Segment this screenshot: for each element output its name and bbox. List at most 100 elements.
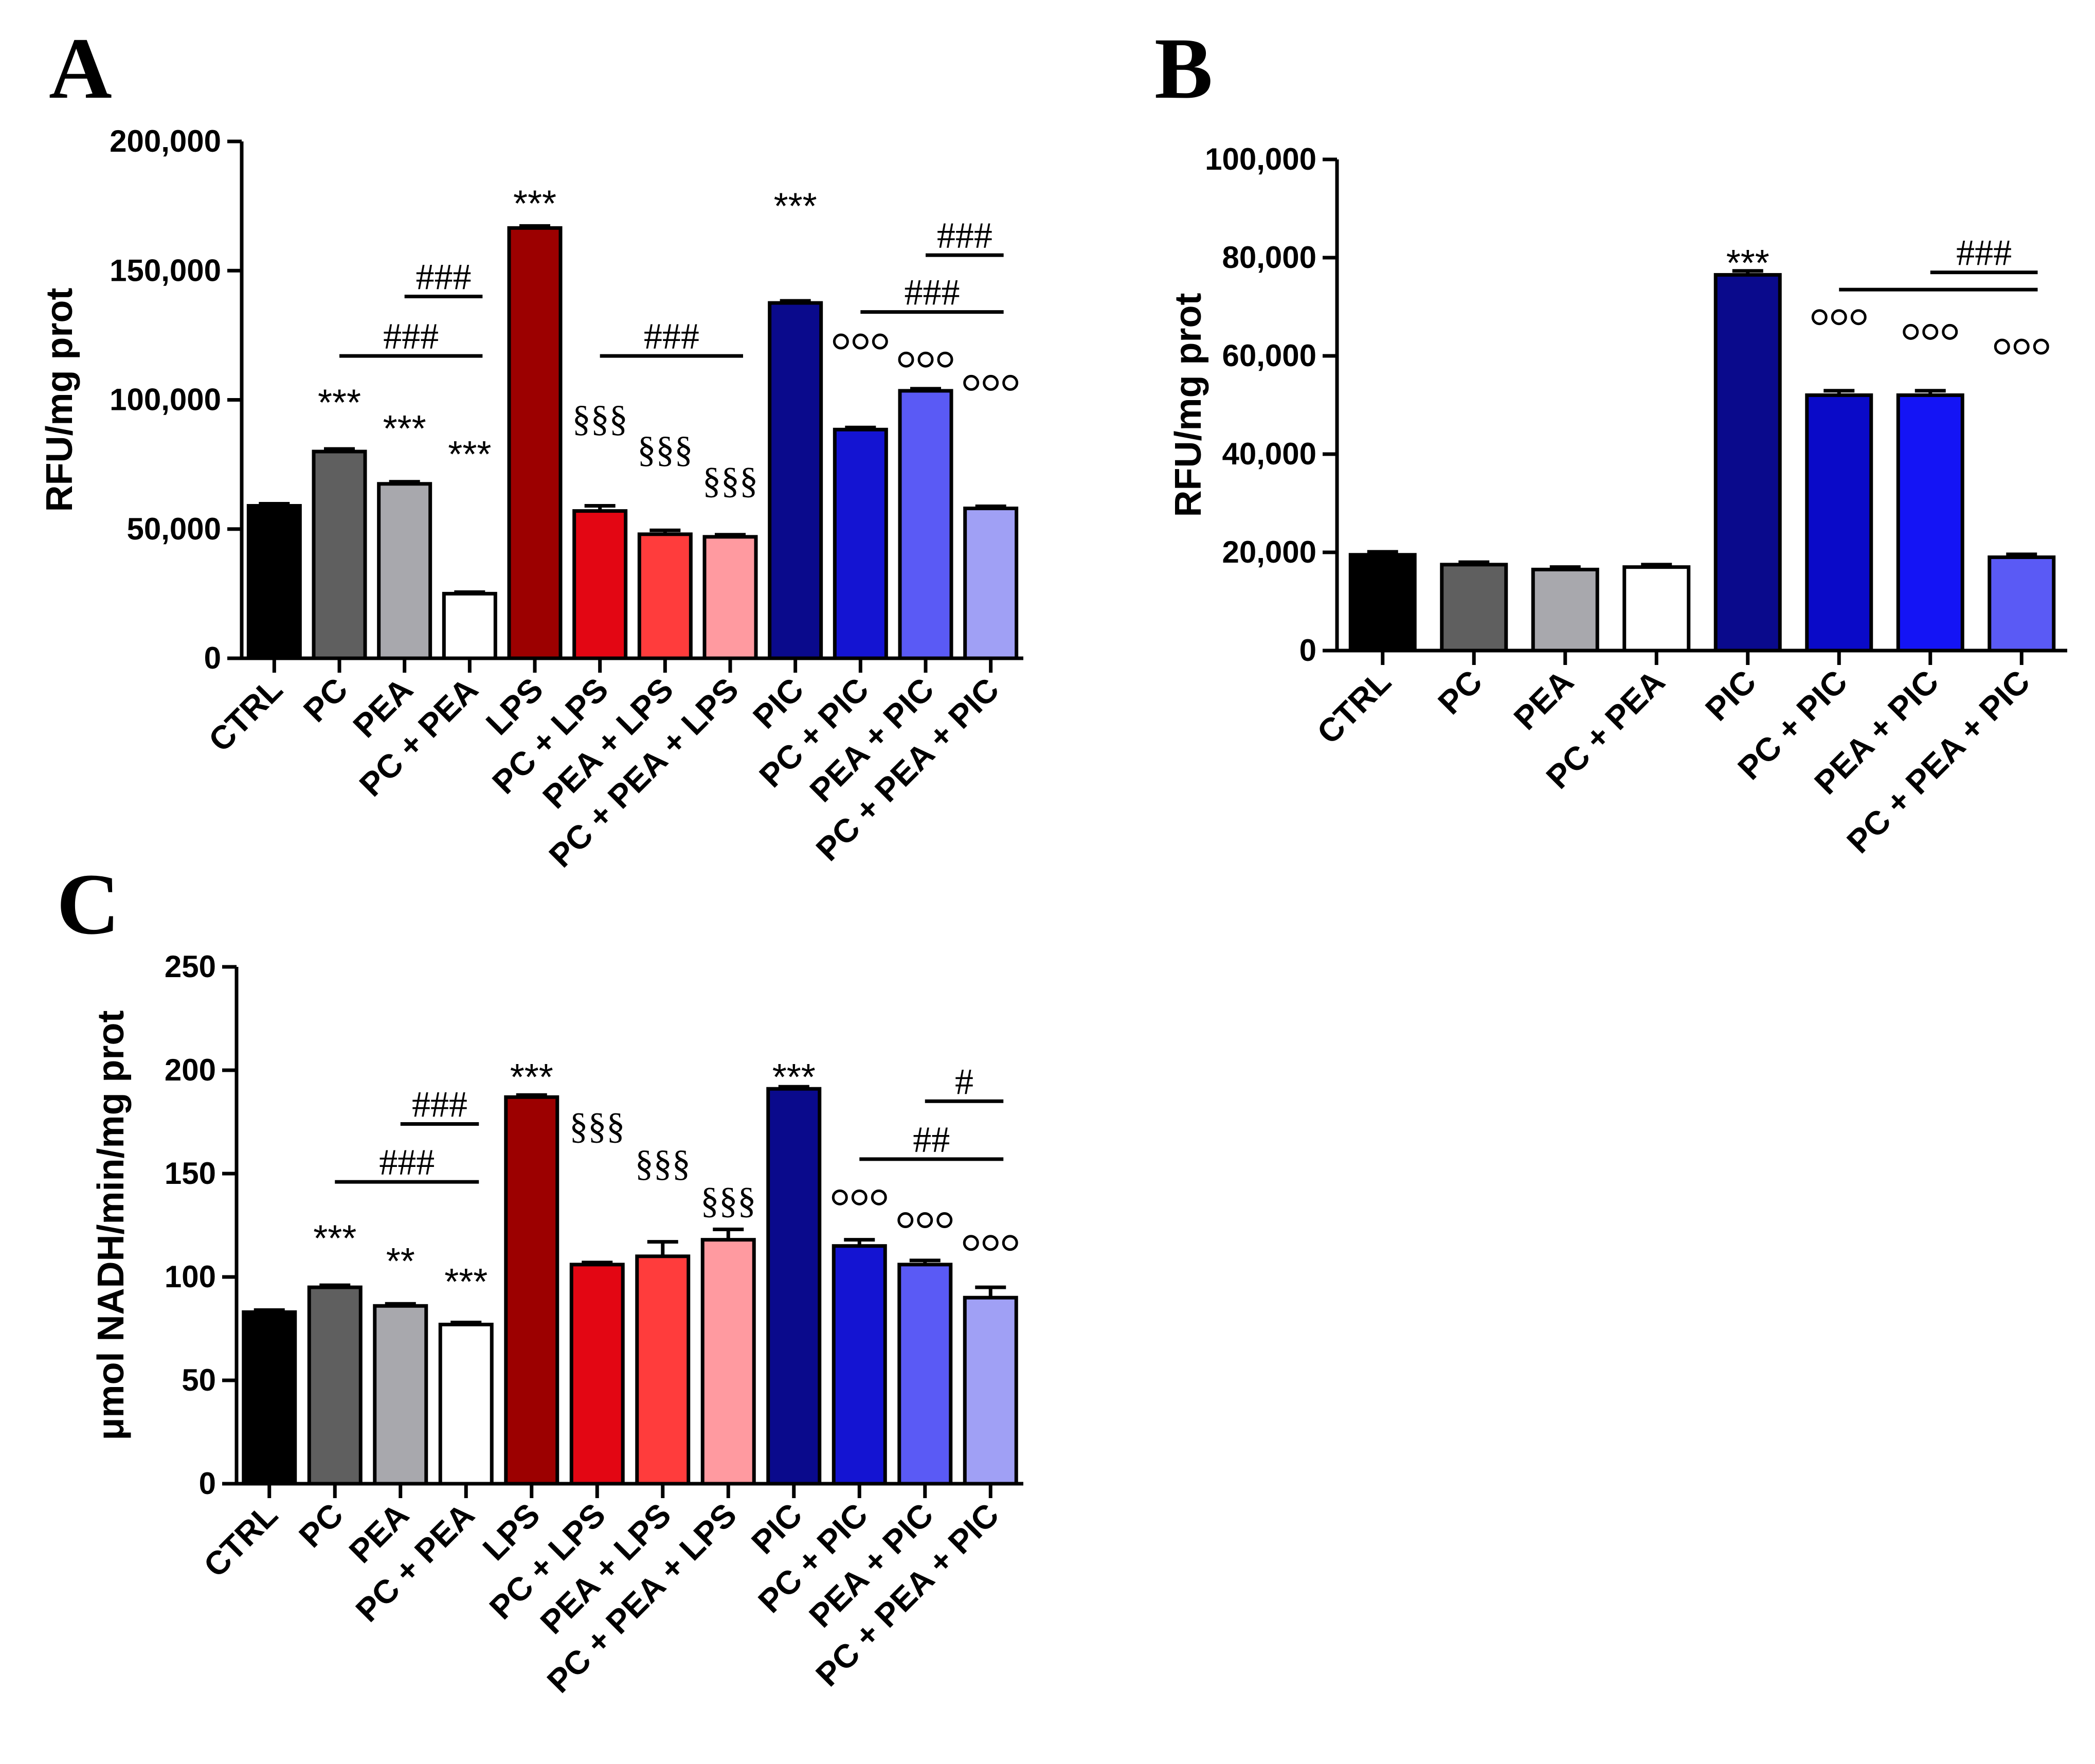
panel-a-bar-pc-pea-pic [963, 507, 1019, 660]
panel-b-significance-circles-label: ooo [1930, 340, 1931, 341]
panel-c-error-bar-10 [909, 1258, 941, 1265]
panel-c-bar-lps [504, 1095, 559, 1486]
panel-c-bar-pea [373, 1304, 428, 1486]
panel-a-y-tick-label: 150,000 [110, 253, 221, 287]
panel-a-significance-label: *** [513, 184, 556, 225]
panel-c-bar-pc-pea-pic [963, 1295, 1018, 1486]
panel-c-significance-circles-label: ooo [859, 1206, 860, 1207]
panel-b-y-tick-label: 80,000 [1222, 240, 1316, 275]
panel-c-significance-label: *** [444, 1262, 487, 1303]
panel-b-bar-ctrl [1348, 553, 1417, 653]
panel-c-significance-label: *** [772, 1057, 816, 1098]
panel-a-y-axis-title: RFU/mg prot [39, 288, 80, 512]
panel-a-bracket-label: ### [644, 316, 699, 357]
panel-a-category-label: PC [296, 671, 355, 729]
panel-c-bar-pc-pic [832, 1244, 887, 1486]
chart-b: 0 20,000 40,000 60,000 80,000 100,000 CTRL PC PE… [1168, 142, 2067, 860]
panel-c-significance-label: *** [313, 1218, 356, 1259]
panel-c-error-bar-0 [254, 1308, 285, 1312]
panel-c-y-tick-label: 100 [165, 1259, 216, 1294]
panel-a-bar-pic [768, 301, 823, 660]
panel-a-error-bar-11 [975, 505, 1006, 509]
panel-a-error-bar-0 [259, 502, 290, 506]
panel-c-category-label: PC [292, 1496, 350, 1555]
panel-c-y-tick-label: 250 [165, 949, 216, 984]
panel-c-significance-circles: ooo [897, 1212, 953, 1229]
panel-c-error-bar-8 [778, 1085, 809, 1089]
panel-c-significance-label: §§§ [700, 1180, 756, 1221]
panel-c-y-tick-label: 200 [165, 1053, 216, 1087]
panel-c-bracket-label: ### [379, 1142, 435, 1183]
panel-b-bar-pc-pic [1805, 393, 1873, 653]
panel-c-error-bar-2 [385, 1302, 416, 1306]
panel-letter-b: B [1154, 20, 1213, 117]
panel-c-bracket-label: # [955, 1061, 973, 1102]
panel-c-error-bar-9 [844, 1238, 875, 1246]
panel-a-error-bar-6 [649, 528, 681, 534]
panel-a-bar-pc [312, 449, 367, 660]
panel-a-bar-ctrl [246, 504, 302, 660]
panel-a-category-label: CTRL [202, 671, 290, 759]
panel-a-error-bar-9 [845, 425, 876, 430]
panel-c-error-bar-6 [647, 1240, 678, 1256]
panel-b-bar-pic [1713, 273, 1782, 653]
panel-c-y-tick-label: 150 [165, 1156, 216, 1191]
panel-c-bar-pc-lps [569, 1263, 625, 1486]
panel-c-y-tick-label: 50 [182, 1363, 216, 1397]
panel-c-error-bar-3 [450, 1320, 482, 1325]
panel-a-error-bar-5 [584, 504, 616, 511]
panel-b-y-tick-label: 100,000 [1205, 142, 1316, 176]
panel-a-bar-pea-pic [898, 389, 953, 660]
panel-c-bar-pea-lps [635, 1254, 691, 1486]
panel-b-bar-pc-pea [1622, 565, 1691, 653]
panel-a-error-bar-2 [389, 480, 420, 484]
panel-a-significance-label: *** [448, 434, 491, 475]
panel-c-error-bar-5 [582, 1261, 613, 1265]
panel-b-bracket-label: ### [1956, 232, 2012, 274]
panel-b-error-bar-1 [1458, 560, 1490, 565]
panel-b-bar-pea-pic [1896, 393, 1964, 653]
panel-b-significance-circles-label: ooo [1839, 326, 1840, 327]
panel-c-bar-ctrl [242, 1310, 297, 1486]
panel-b-category-label: PEA [1507, 663, 1581, 737]
panel-a-significance-label: §§§ [702, 460, 758, 501]
panel-c-y-axis-title: μmol NADH/min/mg prot [91, 1010, 132, 1440]
panel-a-significance-label: *** [383, 408, 426, 449]
panel-a-y-tick-label: 200,000 [110, 124, 221, 158]
panel-b-error-bar-2 [1549, 565, 1581, 570]
panel-b-error-bar-6 [1915, 389, 1946, 395]
panel-a-bracket-label: ### [905, 272, 960, 313]
panel-a-significance-circles: ooo [898, 351, 953, 369]
panel-b-category-label: PIC [1698, 663, 1763, 728]
panel-c-category-label: CTRL [196, 1496, 285, 1585]
panel-a-bar-pc-lps [572, 509, 628, 660]
panel-b-error-bar-5 [1823, 389, 1855, 395]
panel-c-error-bar-7 [713, 1228, 744, 1240]
panel-b-y-tick-label: 20,000 [1222, 535, 1316, 569]
panel-c-error-bar-11 [975, 1285, 1006, 1298]
panel-c-significance-label: *** [510, 1057, 553, 1098]
panel-a-error-bar-1 [324, 447, 355, 452]
panel-b-error-bar-4 [1732, 269, 1763, 275]
panel-a-bracket-label: ### [383, 316, 439, 357]
panel-letter-a: A [49, 20, 112, 117]
panel-a-bar-pc-pea [442, 591, 497, 660]
panel-c-bracket-label: ### [412, 1084, 467, 1125]
panel-a-bar-pc-pea-lps [702, 535, 758, 660]
panel-b-error-bar-0 [1367, 550, 1398, 555]
panel-c-significance-label: §§§ [635, 1143, 691, 1184]
panel-b-category-label: PC [1431, 663, 1489, 722]
panel-b-error-bar-3 [1641, 563, 1672, 567]
panel-c-error-bar-1 [319, 1283, 351, 1288]
panel-a-significance-circles-label: ooo [925, 368, 926, 369]
panel-c-error-bar-4 [516, 1093, 547, 1097]
panel-b-significance-circles: ooo [1903, 323, 1958, 341]
panel-b-y-tick-label: 40,000 [1222, 437, 1316, 471]
panel-a-y-tick-label: 100,000 [110, 383, 221, 417]
panel-c-y-tick-label: 0 [199, 1466, 216, 1501]
panel-a-bracket-label: ### [416, 257, 472, 298]
panel-b-significance-circles: ooo [1811, 309, 1867, 327]
panel-a-error-bar-4 [519, 224, 550, 228]
